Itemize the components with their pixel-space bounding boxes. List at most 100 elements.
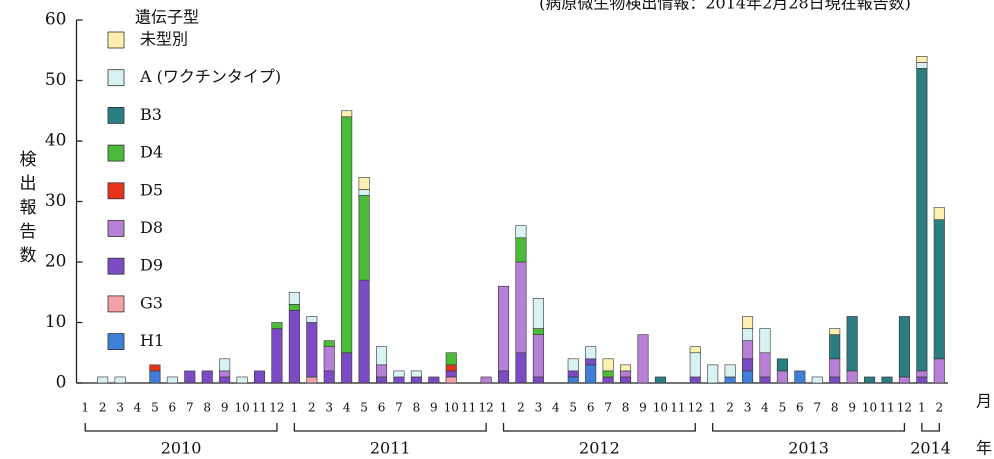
x-tick-label: 12 [478,401,493,415]
legend-swatch [107,144,125,162]
bar-segment [724,376,736,384]
bar-segment [724,364,736,378]
x-tick-label: 5 [569,401,577,415]
bar-segment [689,376,701,384]
bar-segment [567,358,579,372]
bar-segment [375,346,388,366]
bar-segment [393,370,405,378]
bar-segment [341,116,353,354]
bar-segment [620,376,632,384]
x-tick-label: 12 [269,401,284,415]
bar-segment [933,219,945,360]
bar-segment [742,370,754,384]
bar-segment [219,370,231,378]
bar-segment [881,376,893,384]
bar-segment [253,370,266,384]
x-tick-label: 3 [116,401,124,415]
x-tick-label: 8 [413,401,421,415]
x-tick-label: 11 [252,401,267,415]
x-tick-label: 5 [151,401,159,415]
legend-swatch [107,220,125,237]
x-tick-label: 8 [622,401,630,415]
x-tick-label: 10 [653,401,668,415]
legend-swatch [107,31,125,49]
year-bracket [293,423,487,432]
x-tick-label: 5 [779,401,787,415]
x-tick-label: 8 [831,401,839,415]
bar-segment [236,376,248,384]
bar-segment [288,304,300,311]
bar-segment [567,370,579,378]
bar-segment [532,334,544,378]
bar-segment [358,189,370,196]
chart-title: (病原微生物検出情報：2014年2月28日現在報告数) [539,0,911,13]
legend-label: D4 [140,143,163,162]
x-tick-label: 1 [918,401,926,415]
bar-segment [829,376,841,384]
x-unit: 月 [976,392,992,411]
x-tick-label: 11 [670,401,685,415]
bar-segment [585,358,597,366]
bar-segment [149,364,161,372]
bar-segment [515,352,527,384]
bar-segment [776,358,788,372]
bar-segment [829,358,841,378]
bar-segment [219,358,231,372]
bar-segment [358,195,370,281]
bar-segment [532,297,544,329]
bar-segment [898,376,910,384]
x-tick-label: 9 [221,401,229,415]
x-tick-label: 2 [99,401,107,415]
bar-segment [742,340,754,360]
bar-segment [585,346,597,360]
x-tick-label: 1 [500,401,508,415]
bar-segment [742,316,754,329]
legend-label: B3 [140,105,162,124]
bar-segment [916,68,928,372]
x-tick-label: 3 [535,401,543,415]
y-tick-label: 10 [45,312,67,332]
x-tick-label: 6 [169,401,177,415]
bar-segment [567,376,579,384]
bar-segment [149,370,161,384]
legend-label: D5 [140,180,163,199]
year-unit: 年 [976,439,992,458]
bar-segment [689,346,701,354]
bar-segment [288,310,300,384]
x-tick-label: 8 [203,401,211,415]
bar-segment [445,370,457,378]
x-tick-label: 12 [688,401,703,415]
bar-segment [759,352,771,378]
bar-segment [306,376,318,384]
year-bracket [502,423,696,432]
legend-title: 遺伝子型 [135,8,199,27]
bar-segment [271,328,283,384]
x-tick-label: 7 [186,401,194,415]
bar-segment [829,328,841,335]
legend-label: D8 [140,218,163,237]
y-axis-label: 検出報告数 [16,150,37,270]
x-tick-label: 4 [343,401,351,415]
bar-segment [341,352,353,384]
bar-segment [532,328,544,335]
x-tick-label: 4 [134,401,142,415]
bar-segment [201,370,213,384]
bar-segment [97,376,109,384]
x-tick-label: 1 [81,401,89,415]
bar-segment [114,376,126,384]
bar-segment [776,370,788,384]
x-tick-label: 2 [726,401,734,415]
bar-segment [480,376,492,384]
bar-segment [620,370,632,378]
bar-segment [794,370,806,384]
x-tick-label: 12 [897,401,912,415]
x-tick-label: 11 [879,401,894,415]
x-tick-label: 7 [604,401,612,415]
bar-segment [742,328,754,341]
x-tick-label: 10 [444,401,459,415]
bar-segment [219,376,231,384]
bar-segment [654,376,666,384]
bar-segment [341,110,353,118]
bar-segment [428,376,440,384]
year-label: 2010 [161,439,202,458]
